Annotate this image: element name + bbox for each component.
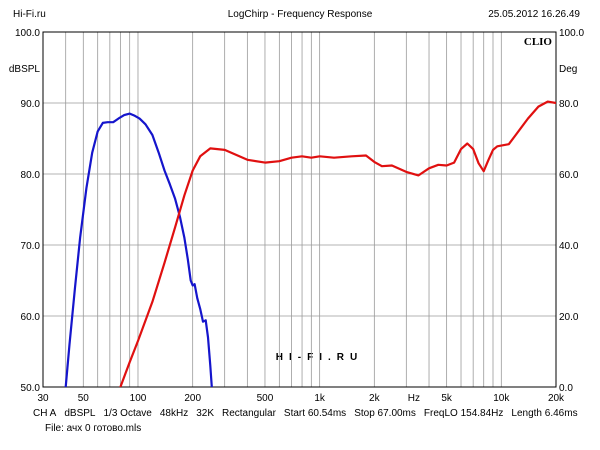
setting-item: Length 6.46ms [511,408,578,419]
plot-frame [42,31,557,388]
file-name-label: File: ачх 0 готово.mls [45,423,142,434]
series-line-1 [64,112,213,387]
grid-lines [43,32,556,387]
setting-item: Start 60.54ms [283,408,347,419]
setting-item: Stop 67.00ms [354,408,416,419]
y-tick-label-left: 50.0 [21,383,41,394]
x-tick-label: 20k [548,393,565,404]
x-tick-label: 30 [37,393,49,404]
setting-item: 48kHz [159,408,189,419]
x-axis-unit-label: Hz [408,393,420,404]
y-tick-label-right: 40.0 [559,241,579,252]
watermark-text: HI-FI.RU [276,352,363,363]
setting-item: 1/3 Octave [103,408,152,419]
x-tick-label: 200 [184,393,201,404]
setting-item: Rectangular [222,408,276,419]
y-axis-label-left: dBSPL [9,64,41,75]
header-timestamp: 25.05.2012 16.26.49 [488,9,580,20]
x-tick-label: 5k [441,393,453,404]
x-tick-label: 100 [130,393,147,404]
chart-title: LogChirp - Frequency Response [227,9,373,20]
series-line-2 [119,100,556,387]
x-tick-label: 2k [369,393,381,404]
y-tick-label-right: 20.0 [559,312,579,323]
y-tick-label-left: 100.0 [15,28,40,39]
setting-item: dBSPL [64,408,96,419]
measurement-settings-bar: CH A dBSPL 1/3 Octave 48kHz 32K Rectangular St… [33,408,586,420]
x-tick-label: 1k [314,393,326,404]
y-tick-label-right: 100.0 [559,28,584,39]
x-tick-label: 50 [78,393,90,404]
y-axis-label-right: Deg [559,64,577,75]
clio-brand-label: CLIO [524,36,553,48]
header-site-name: Hi-Fi.ru [13,9,46,20]
y-tick-label-left: 60.0 [21,312,41,323]
x-tick-label: 10k [493,393,510,404]
y-tick-label-right: 80.0 [559,99,579,110]
setting-item: FreqLO 154.84Hz [423,408,504,419]
y-tick-label-right: 0.0 [559,383,573,394]
y-tick-label-left: 70.0 [21,241,41,252]
y-tick-label-left: 80.0 [21,170,41,181]
series-group [64,100,556,387]
y-tick-label-left: 90.0 [21,99,41,110]
x-tick-label: 500 [257,393,274,404]
setting-item: CH A [33,408,57,419]
y-tick-label-right: 60.0 [559,170,579,181]
setting-item: 32K [196,408,214,419]
